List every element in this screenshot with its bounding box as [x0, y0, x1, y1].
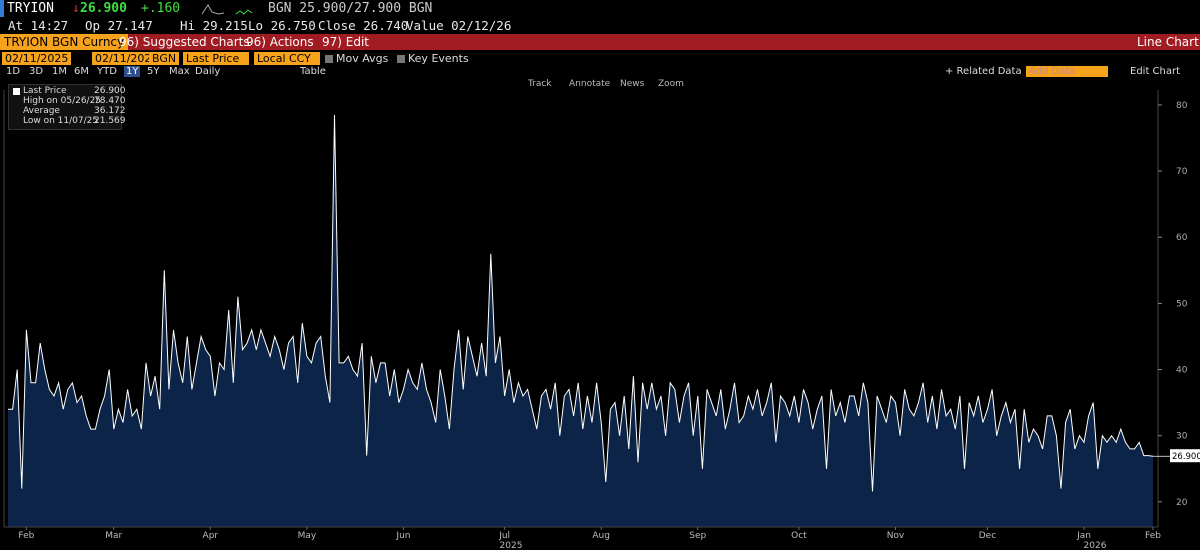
last-price-tag [1170, 449, 1200, 463]
edit-chart[interactable]: Edit Chart [1130, 66, 1181, 77]
legend: Last Price 26.900 High on 05/26/25 78.470 Av… [8, 84, 126, 130]
edit[interactable]: 97) Edit [322, 35, 370, 49]
checkbox[interactable] [397, 55, 405, 63]
y-tick-label: 50 [1176, 299, 1188, 309]
y-tick-label: 60 [1176, 233, 1188, 243]
x-tick-label: Jun [395, 531, 410, 541]
ticker-marker [0, 0, 4, 17]
x-tick-label: Nov [887, 531, 905, 541]
quote: BGN 25.900/27.900 BGN [268, 1, 433, 16]
period-button[interactable]: 1D [6, 66, 21, 77]
x-tick-label: Oct [791, 531, 807, 541]
end-date[interactable]: 02/11/2026 [92, 52, 162, 65]
y-tick-label: 80 [1176, 101, 1188, 111]
x-tick-label: May [298, 531, 317, 541]
period-button[interactable]: YTD [97, 66, 117, 77]
checkbox[interactable] [325, 55, 333, 63]
time: At 14:27 [8, 18, 69, 33]
value-date: Value 02/12/26 [406, 18, 512, 33]
year-label: 2026 [1084, 541, 1107, 550]
period-button[interactable]: 1M [52, 66, 67, 77]
x-tick-label: Jan [1076, 531, 1091, 541]
last-price-label: 26.900 [1172, 452, 1200, 462]
high: Hi 29.215 [180, 18, 248, 33]
period-button[interactable]: 6M [74, 66, 89, 77]
price-line [8, 114, 1154, 492]
security[interactable]: TRYION BGN Curncy [0, 34, 129, 50]
x-tick-label: Apr [203, 531, 219, 541]
menu-bar: TRYION BGN Curncy 96) Suggested Charts 9… [0, 34, 1200, 50]
close: Close 26.740 [318, 18, 409, 33]
add-data[interactable]: Add Data [1026, 66, 1108, 77]
x-tick-label: Sep [689, 531, 706, 541]
tool-button[interactable]: Annotate [569, 79, 611, 89]
period-button[interactable]: 3D [29, 66, 44, 77]
legend-label: High on 05/26/25 [23, 96, 102, 106]
x-tick-label: Mar [105, 531, 122, 541]
x-tick-label: Dec [979, 531, 996, 541]
price-area [8, 115, 1153, 527]
actions[interactable]: 96) Actions [246, 35, 314, 49]
change: +.160 [141, 1, 181, 16]
period-button[interactable]: 5Y [147, 66, 160, 77]
legend-value: 78.470 [94, 96, 126, 106]
key-events[interactable]: Key Events [408, 52, 469, 65]
field[interactable]: Last Price [183, 52, 249, 65]
source[interactable]: BGN [149, 52, 180, 65]
legend-label: Average [23, 106, 60, 116]
y-tick-label: 30 [1176, 432, 1188, 442]
legend-value: 21.569 [94, 116, 126, 126]
ticker: TRYION [7, 1, 54, 16]
x-tick-label: Feb [18, 531, 34, 541]
y-tick-label: 40 [1176, 366, 1188, 376]
mov-avgs[interactable]: Mov Avgs [336, 52, 389, 65]
y-tick-label: 20 [1176, 498, 1188, 508]
legend-value: 36.172 [94, 106, 126, 116]
x-tick-label: Aug [592, 531, 610, 541]
legend-label: Last Price [23, 86, 67, 96]
open: Op 27.147 [85, 18, 153, 33]
last-price: 26.900 [80, 1, 127, 16]
year-label: 2025 [500, 541, 523, 550]
tool-button[interactable]: Zoom [658, 79, 684, 89]
period-button[interactable]: Max [169, 66, 190, 77]
legend-value: 26.900 [94, 86, 126, 96]
y-tick-label: 70 [1176, 167, 1188, 177]
x-tick-label: Feb [1145, 531, 1161, 541]
frequency[interactable]: Daily [195, 66, 221, 77]
table-button[interactable]: Table [300, 66, 326, 77]
tool-button[interactable]: News [620, 79, 645, 89]
legend-label: Low on 11/07/25 [23, 116, 99, 126]
suggested-charts[interactable]: 96) Suggested Charts [119, 35, 250, 49]
related-data[interactable]: + Related Data [945, 66, 1022, 77]
x-tick-label: Jul [498, 531, 510, 541]
tool-button[interactable]: Track [528, 79, 552, 89]
period-button[interactable]: 1Y [124, 66, 141, 77]
currency[interactable]: Local CCY [254, 52, 320, 65]
low: Lo 26.750 [248, 18, 316, 33]
start-date[interactable]: 02/11/2025 [2, 52, 72, 65]
sparkline [201, 4, 253, 15]
legend-swatch [13, 88, 20, 95]
chart-kind: Line Chart [1137, 35, 1199, 49]
down-arrow: ↓ [72, 1, 80, 16]
